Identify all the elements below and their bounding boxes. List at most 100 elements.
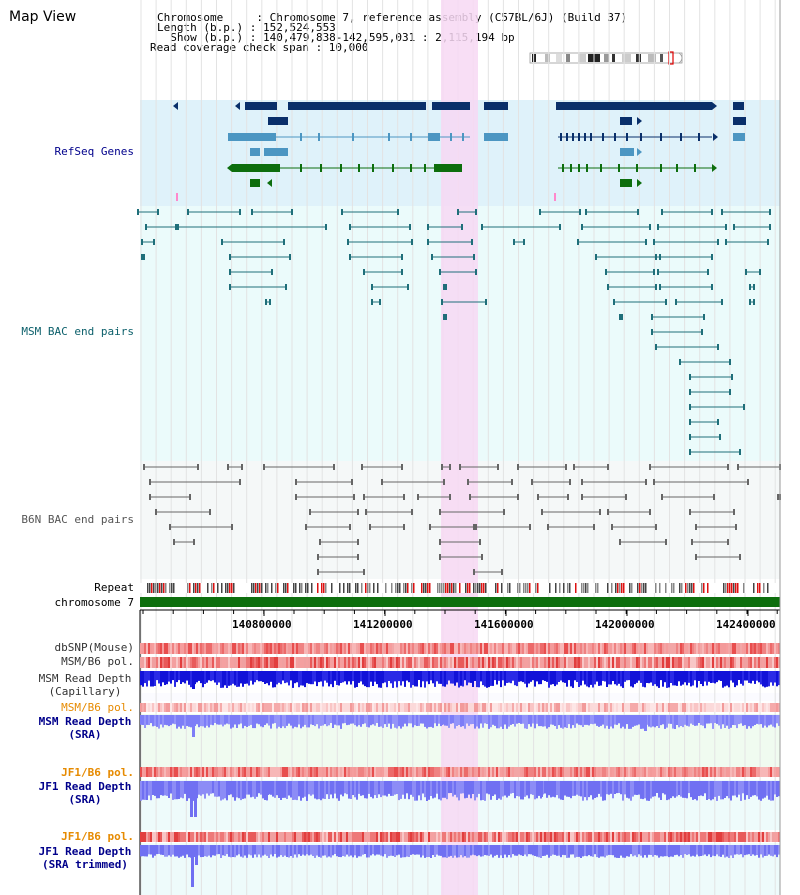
repeat-element	[483, 583, 485, 593]
depth-bar	[240, 781, 242, 801]
depth-bar	[324, 671, 326, 681]
depth-bar	[210, 671, 212, 682]
heat-cell	[276, 657, 278, 668]
repeat-element	[679, 583, 681, 593]
repeat-element	[507, 583, 509, 593]
jf1-trim-depth[interactable]	[140, 845, 780, 887]
heat-cell	[190, 703, 192, 712]
heat-cell	[380, 767, 382, 777]
chromosome-bar[interactable]	[140, 597, 780, 607]
depth-spike	[195, 845, 198, 865]
heat-cell	[676, 832, 678, 842]
depth-bar	[206, 671, 208, 683]
msm-pair-end	[707, 269, 709, 275]
heat-cell	[694, 703, 696, 712]
heat-cell	[350, 643, 352, 654]
msm-pair-end	[379, 299, 381, 305]
depth-bar	[420, 845, 422, 858]
gene-exon	[250, 148, 260, 156]
refseq-genes[interactable]	[173, 102, 746, 201]
heat-cell	[342, 657, 344, 668]
msm-pair-end	[401, 269, 403, 275]
heat-cell	[274, 767, 276, 777]
depth-bar	[526, 715, 528, 729]
depth-bar	[428, 845, 430, 857]
heat-cell	[514, 832, 516, 842]
heat-cell	[596, 703, 598, 712]
repeat-element	[211, 583, 213, 593]
repeat-track[interactable]	[140, 583, 780, 593]
heat-cell	[360, 643, 362, 654]
heat-cell	[544, 643, 546, 654]
heat-cell	[196, 767, 198, 777]
depth-bar	[424, 845, 426, 858]
heat-cell	[498, 703, 500, 712]
depth-bar	[222, 715, 224, 727]
heat-cell	[268, 832, 270, 842]
depth-bar	[234, 781, 236, 801]
track-label-msm-sra: (SRA)	[68, 728, 102, 741]
dbsnp-heat[interactable]	[140, 643, 780, 654]
heat-cell	[414, 657, 416, 668]
depth-bar	[266, 715, 268, 724]
depth-bar	[410, 715, 412, 724]
heat-cell	[700, 767, 702, 777]
heat-cell	[284, 657, 286, 668]
depth-bar	[364, 671, 366, 687]
depth-bar	[614, 781, 616, 794]
heat-cell	[702, 832, 704, 842]
heat-cell	[292, 657, 294, 668]
depth-bar	[650, 715, 652, 728]
heat-cell	[422, 703, 424, 712]
depth-bar	[728, 781, 730, 799]
msm-b6-pol-heat[interactable]	[140, 657, 780, 668]
msm-sra-depth[interactable]	[140, 715, 780, 737]
jf1-b6-pol-heat-2[interactable]	[140, 832, 780, 842]
depth-bar	[756, 781, 758, 797]
msm-pair-end	[739, 449, 741, 455]
msm-pair-end	[651, 329, 653, 335]
depth-bar	[366, 845, 368, 858]
heat-cell	[152, 643, 154, 654]
heat-cell	[480, 832, 482, 842]
heat-cell	[708, 657, 710, 668]
heat-cell	[426, 643, 428, 654]
msm-pair-end	[431, 254, 433, 260]
depth-bar	[456, 671, 458, 683]
b6n-pair-end	[459, 464, 461, 470]
depth-bar	[410, 845, 412, 855]
heat-cell	[492, 643, 494, 654]
msm-cap-depth[interactable]	[140, 671, 780, 689]
depth-bar	[596, 671, 598, 682]
heat-cell	[142, 643, 144, 654]
depth-bar	[348, 715, 350, 725]
heat-cell	[686, 832, 688, 842]
heat-cell	[284, 703, 286, 712]
depth-bar	[350, 715, 352, 724]
depth-bar	[750, 845, 752, 856]
heat-cell	[166, 643, 168, 654]
jf1-sra-depth[interactable]	[140, 781, 780, 817]
heat-cell	[246, 832, 248, 842]
msm-pair-end	[349, 254, 351, 260]
jf1-b6-pol-heat[interactable]	[140, 767, 780, 777]
selected-region-highlight[interactable]	[441, 0, 478, 895]
heat-cell	[704, 657, 706, 668]
depth-bar	[600, 715, 602, 726]
msm-b6-pol-heat-2[interactable]	[140, 703, 780, 712]
b6n-bac-pairs[interactable]	[143, 464, 781, 575]
heat-cell	[286, 643, 288, 654]
heat-cell	[166, 832, 168, 842]
heat-cell	[326, 703, 328, 712]
b6n-pair-end	[449, 494, 451, 500]
b6n-pair-end	[239, 479, 241, 485]
depth-bar	[236, 671, 238, 687]
depth-spike	[266, 781, 269, 795]
depth-bar	[204, 671, 206, 684]
repeat-element	[255, 583, 257, 593]
msm-bac-pairs[interactable]	[137, 209, 771, 455]
gene-exon-small	[572, 133, 574, 141]
msm-pair-end	[407, 284, 409, 290]
gene-exon-small	[462, 133, 464, 141]
